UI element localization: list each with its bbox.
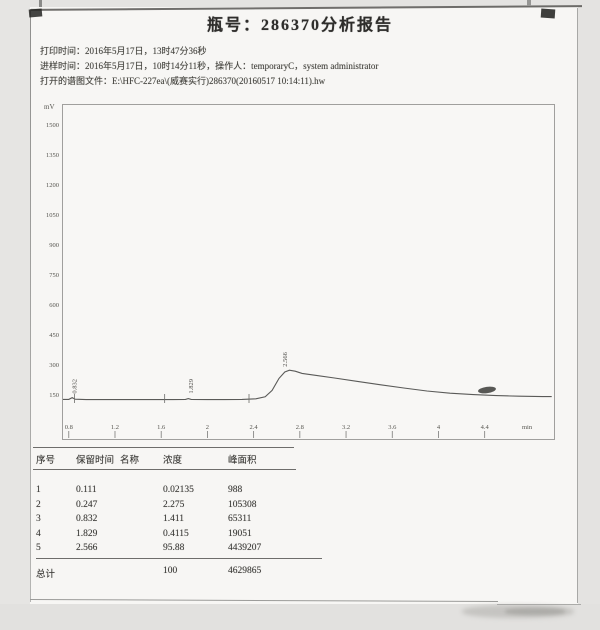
- y-tick-label: 1200: [46, 182, 59, 189]
- x-tick-label: 2.4: [249, 424, 258, 431]
- peak-rt-label: 1.829: [188, 379, 195, 394]
- table-cell: 0.111: [76, 485, 97, 495]
- x-tick-label: 1.2: [110, 424, 120, 431]
- table-header-cell: 序号: [36, 456, 56, 466]
- x-tick-label: 3.2: [341, 424, 351, 431]
- report-header-line: 进样时间：2016年5月17日，10时14分11秒，操作人：temporaryC…: [40, 61, 379, 71]
- scanner-margin-top: [0, 0, 600, 7]
- table-cell: 4: [36, 528, 41, 539]
- scanner-margin-right: [578, 0, 600, 630]
- scan-smudge-dark: [505, 608, 565, 615]
- table-cell: 105308: [228, 499, 257, 510]
- report-header-block: 打印时间：2016年5月17日，13时47分36秒进样时间：2016年5月17日…: [40, 44, 560, 89]
- scanner-margin-left: [0, 0, 30, 630]
- table-cell: 2: [36, 499, 41, 510]
- y-tick-label: 1050: [46, 212, 59, 219]
- peak-rt-label: 0.832: [71, 379, 78, 394]
- table-cell: 3: [36, 514, 41, 524]
- table-header-cell: 名称: [120, 456, 140, 466]
- table-cell: 1.411: [163, 514, 185, 524]
- table-header-cell: 浓度: [163, 456, 183, 466]
- page-edge-right: [577, 8, 578, 603]
- table-cell: 65311: [228, 514, 252, 524]
- total-concentration: 100: [163, 566, 178, 576]
- table-cell: 1.829: [76, 528, 98, 539]
- page-edge-bottom: [30, 598, 498, 603]
- y-tick-label: 1350: [46, 152, 59, 159]
- table-cell: 5: [36, 543, 41, 553]
- table-cell: 0.832: [76, 514, 98, 524]
- table-row: 2 0.247 2.275 105308: [32, 500, 372, 513]
- table-row: 1 0.111 0.02135 988: [32, 485, 372, 498]
- table-rule-header: [33, 469, 296, 470]
- scan-ink-blob: [478, 386, 496, 394]
- table-cell: 0.02135: [163, 485, 194, 495]
- table-row: 3 0.832 1.411 65311: [32, 514, 372, 527]
- table-cell: 2.566: [76, 543, 98, 553]
- peak-rt-label: 2.566: [282, 351, 289, 366]
- x-tick-label: 3.6: [388, 424, 397, 431]
- signal-trace: [63, 369, 552, 401]
- table-cell: 0.4115: [163, 528, 189, 539]
- table-header-cell: 峰面积: [228, 456, 257, 466]
- chromatogram-plot: 0.832 1.829 2.566: [63, 351, 552, 438]
- report-title: 瓶号：286370分析报告: [206, 17, 393, 34]
- staple-mark-right: [540, 8, 556, 19]
- total-label: 总计: [36, 570, 56, 580]
- y-tick-label: 300: [49, 362, 59, 369]
- x-tick-label: 2: [205, 424, 210, 431]
- scan-smudge: [462, 605, 574, 618]
- y-tick-label: 900: [49, 242, 59, 249]
- x-tick-label: 0.8: [64, 424, 73, 431]
- table-cell: 988: [228, 485, 243, 495]
- page-edge-bottom-right: [497, 604, 581, 605]
- staple-mark-left: [28, 8, 43, 18]
- x-axis-unit-label: min: [522, 424, 533, 431]
- table-cell: 1: [36, 485, 41, 495]
- table-cell: 4439207: [228, 543, 262, 553]
- x-tick-label: 4: [436, 424, 441, 431]
- y-tick-label: 450: [49, 332, 59, 339]
- page-corner-nub-right: [527, 0, 531, 6]
- x-tick-label: 1.6: [157, 424, 166, 431]
- y-tick-label: 750: [49, 272, 59, 279]
- table-header-cell: 保留时间: [76, 456, 115, 466]
- page-corner-nub-left: [39, 0, 42, 7]
- report-header-line: 打开的谱图文件：E:\HFC-227ea\(威赛实行)286370(201605…: [40, 76, 326, 86]
- table-cell: 0.247: [76, 499, 98, 510]
- page-edge-left: [30, 9, 31, 602]
- table-row: 4 1.829 0.4115 19051: [32, 529, 372, 542]
- table-header-row: 序号 保留时间 名称 浓度 峰面积: [32, 452, 372, 466]
- report-header-line: 打印时间：2016年5月17日，13时47分36秒: [40, 46, 207, 56]
- x-tick-label: 2.8: [295, 424, 304, 431]
- y-axis-unit-label: mV: [44, 103, 55, 111]
- table-rule-total: [36, 558, 322, 559]
- y-tick-label: 1500: [46, 122, 59, 129]
- table-cell: 2.275: [163, 499, 185, 510]
- y-tick-label: 600: [49, 302, 59, 309]
- x-tick-label: 4.4: [480, 424, 489, 431]
- y-tick-label: 150: [49, 392, 59, 399]
- table-row: 5 2.566 95.88 4439207: [32, 543, 372, 556]
- table-cell: 95.88: [163, 543, 185, 553]
- total-area: 4629865: [228, 566, 262, 576]
- table-total-row: 总计 100 4629865: [32, 566, 372, 580]
- table-cell: 19051: [228, 528, 252, 539]
- chromatogram-chart: mV 1500 1350 1200 1050 900 750 600 450 300 150 0.…: [44, 103, 555, 440]
- table-rule-top: [33, 447, 294, 448]
